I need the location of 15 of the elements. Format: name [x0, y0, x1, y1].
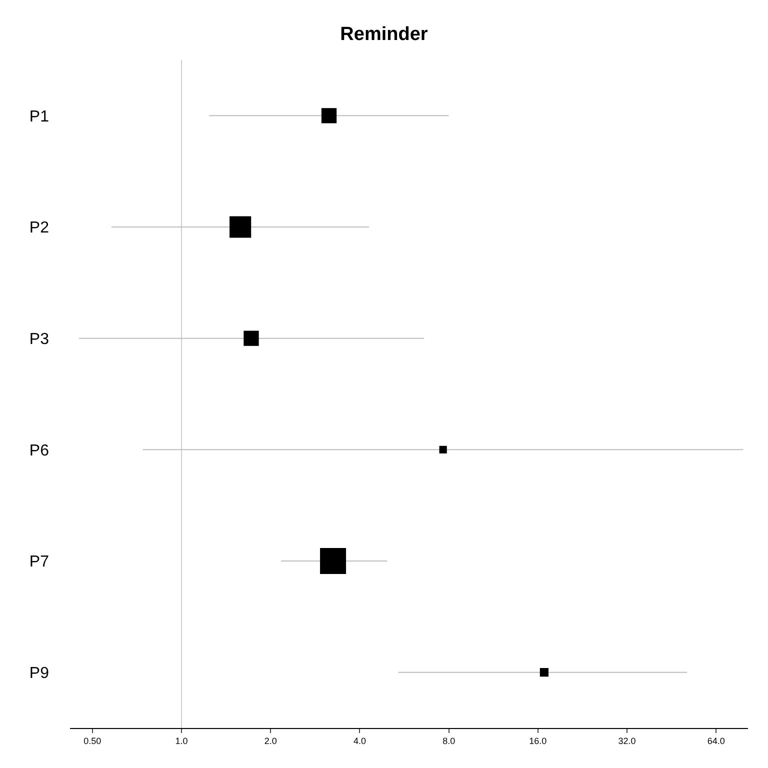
x-tick-label: 64.0 [707, 736, 725, 746]
y-tick-label: P6 [29, 442, 50, 460]
x-tick-label: 16.0 [529, 736, 547, 746]
x-tick-label: 0.50 [84, 736, 102, 746]
chart-title: Reminder [340, 24, 428, 46]
x-tick-label: 32.0 [618, 736, 636, 746]
x-tick-label: 4.0 [353, 736, 366, 746]
y-tick-label: P9 [29, 664, 50, 682]
y-tick-label: P2 [29, 220, 50, 237]
x-tick-label: 1.0 [175, 736, 188, 746]
y-tick-label: P3 [29, 330, 50, 348]
y-tick-label: P7 [29, 554, 50, 571]
x-tick-label: 2.0 [264, 736, 277, 746]
y-tick-label: P1 [29, 108, 50, 126]
x-tick-label: 8.0 [442, 736, 456, 746]
